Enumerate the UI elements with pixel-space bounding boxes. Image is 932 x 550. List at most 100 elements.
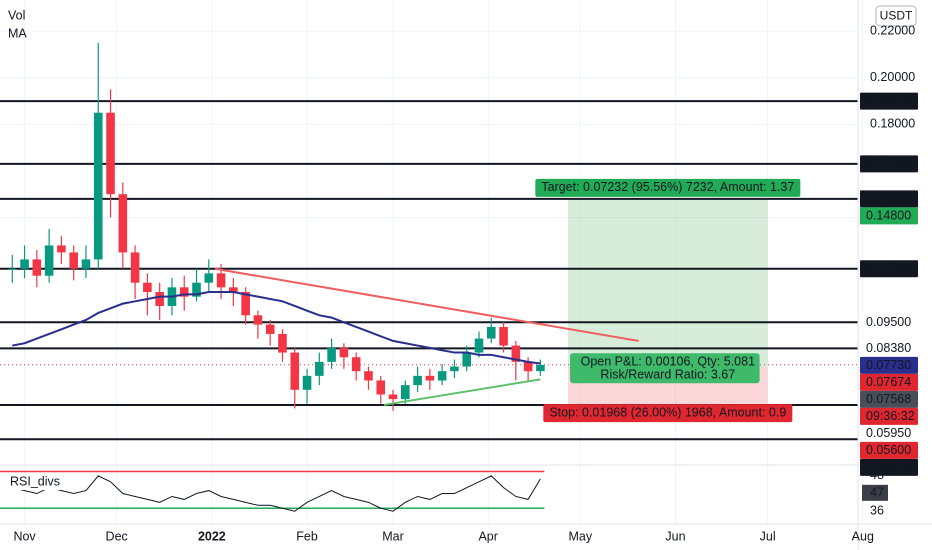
ma-line — [12, 291, 541, 365]
price-badge — [860, 155, 918, 173]
pnl-box — [570, 353, 760, 384]
price-badge-label: 0.08380 — [866, 341, 911, 355]
candle-body — [364, 371, 373, 381]
y-tick-label: 0.22000 — [870, 24, 915, 38]
candle-body — [425, 375, 435, 381]
candle-body — [523, 361, 533, 372]
candle-body — [253, 315, 263, 325]
candle-body — [32, 259, 42, 276]
position-label-bg — [535, 178, 801, 197]
price-badge — [860, 373, 918, 391]
candle-body — [486, 326, 496, 339]
indicator-label: MA — [8, 26, 27, 40]
ratio-label: Risk/Reward Ratio: 3.67 — [600, 368, 735, 382]
candle-body — [474, 338, 484, 353]
trendline — [214, 267, 639, 342]
candle-body — [265, 324, 275, 334]
price-badge-label: 0.05950 — [866, 426, 911, 440]
price-badge-label: 0.05600 — [866, 443, 911, 457]
candle-body — [351, 357, 361, 372]
candle-body — [511, 345, 521, 362]
price-badge — [860, 458, 918, 476]
price-badge-label: 09:36:32 — [866, 409, 915, 423]
price-badge — [860, 424, 918, 442]
rsi-label-bg — [2, 474, 60, 490]
position-label-bg — [543, 404, 793, 423]
candle-body — [388, 394, 398, 400]
x-tick-label: Aug — [852, 529, 874, 543]
pnl-label: Open P&L: 0.00106, Qty: 5.081 — [581, 355, 755, 369]
position-label: Stop: 0.01968 (26.00%) 1968, Amount: 0.9 — [549, 405, 786, 419]
price-badge-label: 0.04475 — [866, 460, 911, 474]
x-tick-label: Feb — [296, 529, 318, 543]
candle-body — [376, 380, 386, 395]
candle-body — [93, 112, 103, 260]
price-badge — [860, 339, 918, 357]
candle-body — [450, 366, 459, 372]
position-label: Target: 0.07232 (95.56%) 7232, Amount: 1… — [541, 180, 794, 194]
candle-body — [401, 385, 410, 400]
rsi-line — [12, 475, 541, 512]
y-tick-label: 0.18000 — [870, 117, 915, 131]
price-badge — [860, 356, 918, 374]
x-tick-label: May — [569, 529, 593, 543]
candle-body — [118, 194, 128, 253]
candle-body — [57, 245, 66, 253]
candle-body — [229, 287, 238, 293]
currency[interactable]: USDT — [880, 9, 913, 23]
price-badge — [860, 407, 918, 425]
price-badge-label: 0.19000 — [866, 94, 911, 108]
candle-body — [7, 268, 17, 270]
price-badge-label: 0.07568 — [866, 392, 911, 406]
candle-body — [241, 292, 250, 316]
candle-body — [69, 252, 78, 269]
indicator-label: Vol — [8, 8, 25, 22]
candle-body — [179, 287, 189, 297]
candle-body — [44, 245, 54, 276]
currency-box[interactable] — [875, 5, 917, 27]
price-badge — [860, 390, 918, 408]
candle-body — [155, 292, 164, 306]
candle-body — [216, 273, 226, 288]
y-tick-label: 0.20000 — [870, 70, 915, 84]
x-tick-label: Nov — [13, 529, 36, 543]
rsi-badge — [862, 484, 888, 501]
price-badge — [860, 92, 918, 110]
price-badge — [860, 441, 918, 459]
price-badge-label: 0.14800 — [866, 192, 911, 206]
x-tick-label: Dec — [106, 529, 128, 543]
price-badge-label: 0.09500 — [866, 315, 911, 329]
candle-body — [499, 326, 508, 346]
price-badge-label: 0.14800 — [866, 209, 911, 223]
x-tick-label: Jul — [760, 529, 776, 543]
candle-body — [192, 282, 201, 297]
price-badge — [860, 260, 918, 278]
candle-body — [106, 112, 115, 195]
x-tick-label: 2022 — [198, 529, 226, 543]
price-badge-label: 0.11800 — [866, 262, 910, 276]
candle-body — [437, 371, 447, 381]
rsi-label: RSI_divs — [10, 474, 60, 488]
price-badge-label: 0.07730 — [866, 358, 911, 372]
candle-body — [536, 364, 545, 372]
candle-body — [290, 352, 300, 390]
rsi-tick-label: 36 — [870, 503, 884, 517]
candle-body — [302, 375, 312, 390]
candle-body — [20, 259, 29, 269]
candle-body — [143, 282, 152, 293]
candle-body — [278, 333, 287, 353]
candle-body — [462, 352, 472, 367]
rsi-badge-label: 47 — [870, 486, 884, 500]
candle-body — [327, 347, 336, 362]
candle-body — [315, 361, 324, 376]
candle-body — [204, 273, 214, 283]
trendline — [383, 378, 541, 406]
candle-body — [130, 252, 140, 283]
price-badge — [860, 207, 918, 225]
price-badge — [860, 190, 918, 208]
candle-body — [413, 375, 422, 386]
x-tick-label: Apr — [478, 529, 497, 543]
target-zone — [568, 198, 768, 368]
